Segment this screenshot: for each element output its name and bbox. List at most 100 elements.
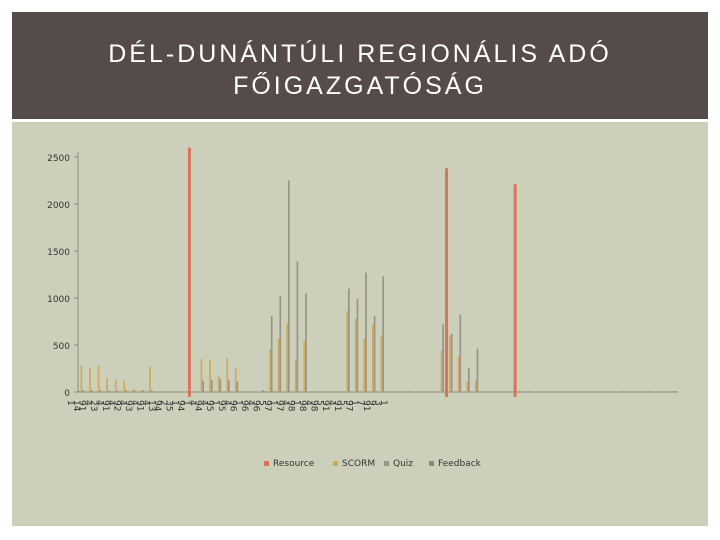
bar-quiz-69	[665, 391, 667, 392]
bar-quiz-68	[656, 391, 659, 392]
axis-layer: 0 500 1000 1500 2000 2500	[47, 152, 678, 399]
x-tick-label: 5	[314, 400, 324, 406]
bar-quiz-70	[673, 391, 676, 392]
x-tick-label: 95	[204, 400, 214, 411]
x-tick-label: 91	[332, 400, 342, 411]
x-tick-label: 4	[198, 400, 208, 406]
x-tick-label: 97	[343, 400, 353, 411]
legend-label-scorm: SCORM	[342, 459, 375, 469]
bar-scorm-45	[457, 356, 460, 392]
bar-scorm-36	[380, 335, 383, 392]
bar-scorm-18	[226, 358, 228, 392]
bar-scorm-26	[294, 360, 297, 392]
bar-quiz-32	[348, 288, 350, 392]
x-tick-label: 91	[100, 400, 110, 411]
bar-quiz-64	[622, 391, 624, 392]
bar-scorm-46	[466, 381, 468, 392]
bar-quiz-62	[605, 391, 607, 392]
x-tick-label: 5	[256, 400, 266, 406]
bar-scorm-25	[286, 323, 288, 392]
x-tick-label: 1	[65, 400, 75, 406]
x-tick-label: 98	[309, 400, 319, 412]
bar-quiz-43	[442, 324, 444, 392]
bar-quiz-24	[279, 296, 282, 392]
x-tick-label: 4	[187, 400, 197, 406]
bar-quiz-37	[390, 391, 393, 392]
bar-scorm-32	[346, 311, 348, 392]
x-tick-label: 1	[233, 400, 243, 406]
x-tick-label: 2	[158, 400, 168, 406]
x-tick-label: 97	[262, 400, 272, 411]
bar-quiz-4	[108, 390, 110, 392]
slide-title: DÉL-DUNÁNTÚLI REGIONÁLIS ADÓ FŐIGAZGATÓS…	[108, 40, 612, 100]
bar-scorm-2	[89, 367, 91, 392]
bar-quiz-16	[210, 379, 213, 392]
bar-layer	[78, 180, 676, 392]
bar-scorm-17	[217, 376, 220, 392]
x-tick-label: 1	[378, 400, 388, 406]
bar-quiz-22	[262, 390, 264, 392]
bar-quiz-18	[228, 379, 230, 392]
y-tick-label: 1000	[47, 295, 70, 305]
bar-quiz-6	[125, 390, 127, 392]
x-tick-label: 91	[135, 400, 145, 411]
bar-quiz-28	[313, 391, 316, 392]
x-tick-label: 98	[297, 400, 307, 412]
bar-scorm-35	[372, 324, 374, 392]
x-tick-label: 96	[239, 400, 249, 412]
bar-quiz-17	[219, 378, 222, 392]
x-tick-label: 1	[268, 400, 278, 406]
bar-scorm-19	[234, 368, 237, 392]
x-tick-label: 96	[251, 400, 261, 412]
x-tick-label: 4	[129, 400, 139, 406]
x-tick-label: 96	[227, 400, 237, 412]
bar-scorm-5	[114, 379, 117, 392]
bar-scorm-6	[123, 380, 126, 392]
x-tick-label: 5	[338, 400, 348, 406]
x-tick-label: 4	[82, 400, 92, 406]
x-tick-label: 1	[169, 400, 179, 406]
bar-scorm-43	[440, 350, 443, 392]
bar-quiz-39	[408, 391, 410, 392]
bar-scorm-15	[200, 359, 203, 392]
x-tick-label: 1	[210, 400, 220, 406]
legend-label-resource: Resource	[273, 459, 315, 469]
bar-scorm-47	[474, 380, 477, 392]
bar-scorm-16	[209, 360, 211, 392]
bar-quiz-1	[82, 390, 84, 392]
x-tick-label: 97	[274, 400, 284, 411]
bar-quiz-53	[528, 391, 530, 392]
chart-panel: 0 500 1000 1500 2000 2500 1 14 91 4 23 4 91 4 92 4 93 4 9…	[12, 122, 708, 526]
bar-quiz-33	[356, 298, 359, 392]
bar-quiz-27	[305, 293, 307, 392]
bar-quiz-66	[639, 391, 642, 392]
x-tick-label: 4	[303, 400, 313, 406]
x-tick-label: 91	[361, 400, 371, 411]
legend-label-feedback: Feedback	[438, 459, 482, 469]
bar-scorm-4	[106, 377, 108, 392]
bar-scorm-7	[132, 389, 134, 392]
x-tick-label: 4	[117, 400, 127, 406]
x-tick-label: 1	[181, 400, 191, 406]
x-tick-label: 4	[94, 400, 104, 406]
x-tick-label: 94	[152, 400, 162, 412]
bar-quiz-23	[270, 315, 273, 392]
bar-quiz-9	[150, 390, 153, 392]
bar-scorm-9	[149, 366, 151, 392]
bar-quiz-19	[236, 381, 239, 392]
bar-quiz-35	[373, 315, 376, 392]
x-tick-label: 7	[355, 400, 365, 406]
bar-quiz-2	[90, 390, 93, 392]
bar-quiz-8	[142, 390, 144, 392]
bar-quiz-45	[459, 314, 462, 392]
bar-resource-1	[78, 391, 81, 392]
legend-swatch-quiz	[384, 461, 389, 466]
x-tick-label: 3	[372, 400, 382, 406]
bar-quiz-31	[339, 391, 342, 392]
bar-quiz-36	[382, 276, 384, 392]
bar-quiz-54	[536, 391, 539, 392]
x-tick-label: 1	[349, 400, 359, 406]
bar-quiz-46	[468, 367, 470, 392]
bar-quiz-26	[296, 261, 299, 392]
bar-quiz-30	[330, 391, 333, 392]
